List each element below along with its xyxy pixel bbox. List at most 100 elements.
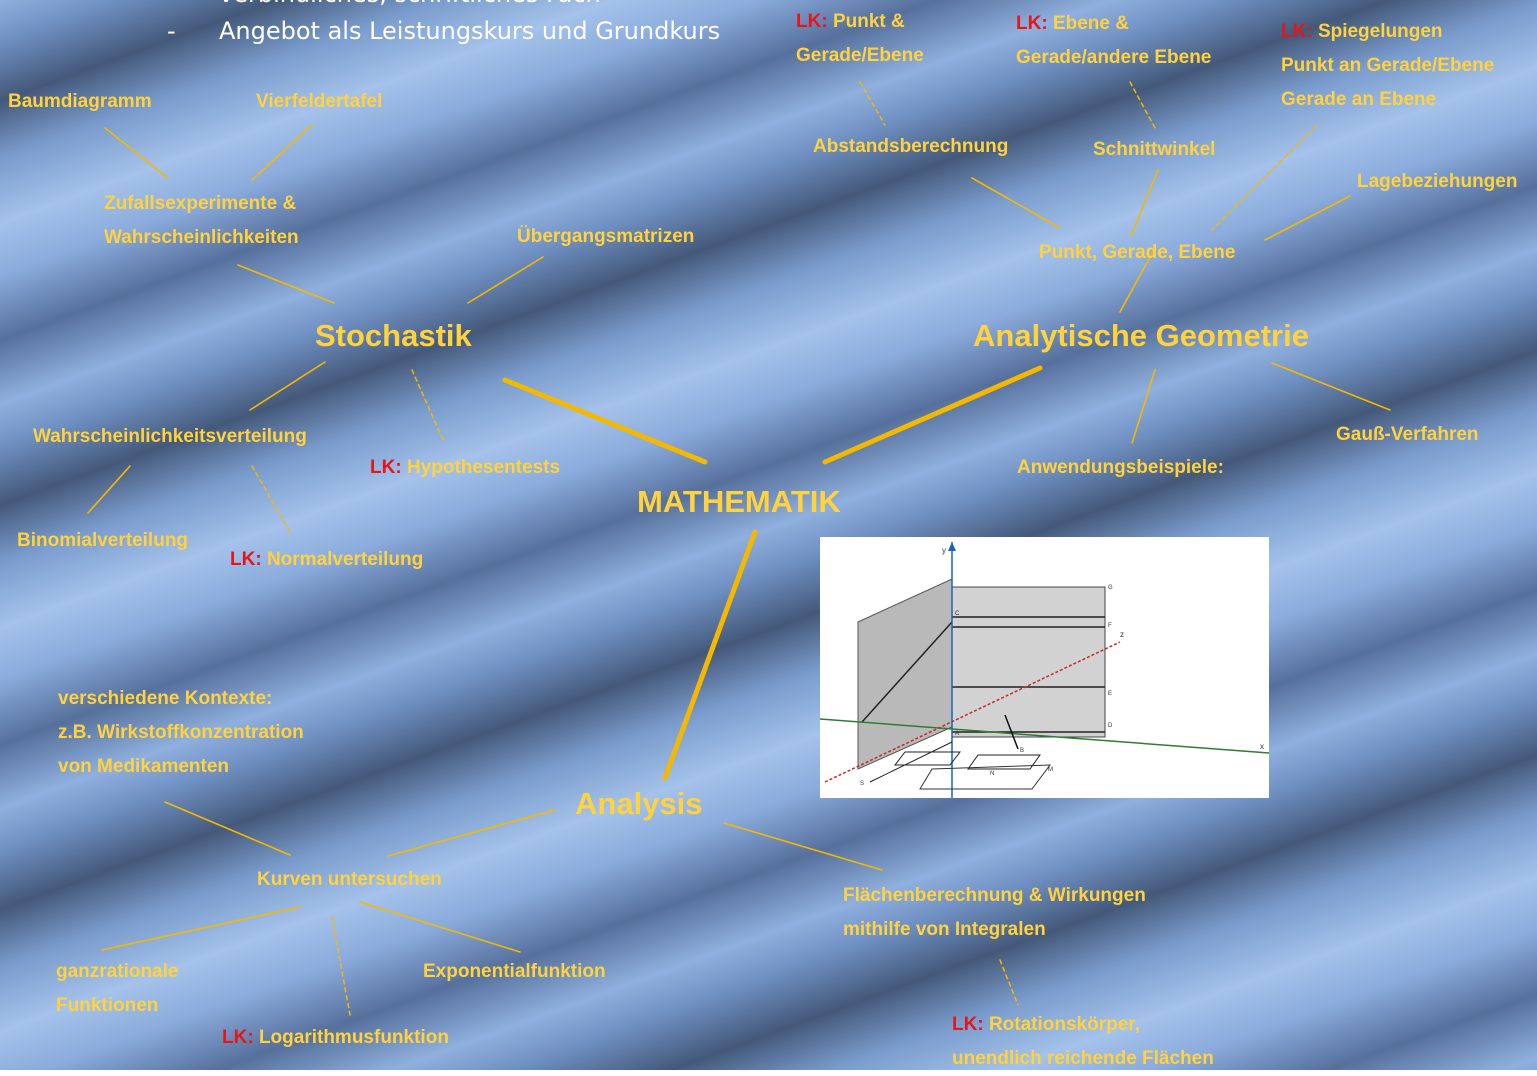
dashed-connector	[251, 465, 291, 533]
point-label: M	[1048, 767, 1053, 773]
anwendungsbeispiele-label: Anwendungsbeispiele:	[1017, 457, 1224, 478]
connector	[251, 124, 313, 181]
connector	[101, 906, 301, 951]
zufallsexperimente-node: Zufallsexperimente & Wahrscheinlichkeiten	[104, 187, 299, 255]
connector	[249, 361, 326, 411]
geometry-figure: y x z G F E D C B A M N S	[819, 537, 1270, 798]
schnittwinkel-node: Schnittwinkel	[1093, 133, 1215, 167]
lk-tag: LK:	[1016, 13, 1048, 34]
vierfeldertafel-node: Vierfeldertafel	[256, 85, 382, 119]
lagebeziehungen-label: Lagebeziehungen	[1357, 171, 1518, 192]
main-branch-stochastik	[502, 377, 708, 465]
bullet-dash: -	[167, 17, 176, 45]
spiegelungen-line-1: Spiegelungen	[1317, 21, 1443, 42]
uebergangsmatrizen-node: Übergangsmatrizen	[517, 220, 694, 254]
zufallsexperimente-line-2: Wahrscheinlichkeiten	[104, 227, 299, 248]
connector	[359, 901, 521, 953]
center-node-label: MATHEMATIK	[637, 484, 841, 519]
point-label: F	[1108, 623, 1112, 629]
hypothesentests-node: LK: Hypothesentests	[370, 451, 560, 485]
z-axis-line	[824, 641, 1121, 783]
dashed-connector	[999, 959, 1019, 1006]
stochastik-label: Stochastik	[315, 318, 472, 353]
connector	[1271, 362, 1391, 411]
lk-tag: LK:	[230, 549, 262, 570]
vierfeldertafel-label: Vierfeldertafel	[256, 91, 383, 112]
dashed-connector	[1129, 81, 1156, 129]
dashed-connector	[331, 916, 351, 1016]
point-label: B	[1020, 748, 1024, 754]
lk-tag: LK:	[1281, 21, 1313, 42]
flaechenberechnung-line-1: Flächenberechnung & Wirkungen	[843, 885, 1146, 906]
connector	[971, 177, 1061, 229]
kurven-untersuchen-node: Kurven untersuchen	[257, 863, 442, 897]
punkt-line-2: Gerade/Ebene	[796, 45, 924, 66]
gauss-verfahren-label: Gauß-Verfahren	[1336, 424, 1479, 445]
punkt-gerade-ebene-lk-node: LK: Punkt & Gerade/Ebene	[796, 5, 924, 73]
binomialverteilung-label: Binomialverteilung	[17, 530, 189, 551]
point-label: S	[860, 781, 864, 787]
kontexte-line-1: verschiedene Kontexte:	[58, 688, 273, 709]
kurven-untersuchen-label: Kurven untersuchen	[257, 869, 442, 890]
rotationskoerper-lk-node: LK: Rotationskörper, unendlich reichende …	[952, 1008, 1214, 1076]
connector	[164, 801, 291, 856]
uebergangsmatrizen-label: Übergangsmatrizen	[517, 226, 695, 247]
bullet-item: verbindliches, schriftliches Fach	[219, 0, 601, 8]
point-label: G	[1108, 585, 1113, 591]
floor-square	[919, 764, 1052, 790]
lk-tag: LK:	[222, 1027, 254, 1048]
z-axis-label: z	[1120, 630, 1124, 639]
flaechenberechnung-line-2: mithilfe von Integralen	[843, 919, 1046, 940]
plane-right	[951, 586, 1106, 738]
point-label: A	[955, 731, 959, 737]
zufallsexperimente-line-1: Zufallsexperimente &	[104, 193, 297, 214]
x-axis-line	[819, 718, 1270, 754]
flaechenberechnung-node: Flächenberechnung & Wirkungen mithilfe vo…	[843, 879, 1146, 947]
ganzrationale-line-2: Funktionen	[56, 995, 159, 1016]
lagebeziehungen-node: Lagebeziehungen	[1357, 165, 1517, 199]
dashed-connector	[411, 369, 444, 441]
baumdiagramm-node: Baumdiagramm	[8, 85, 152, 119]
bullet-item: - Angebot als Leistungskurs und Grundkur…	[167, 17, 721, 45]
point-label: D	[1108, 723, 1113, 729]
exponentialfunktion-label: Exponentialfunktion	[423, 961, 606, 982]
normalverteilung-node: LK: Normalverteilung	[230, 543, 423, 577]
dashed-connector	[1211, 125, 1317, 231]
abstandsberechnung-node: Abstandsberechnung	[813, 130, 1008, 164]
gauss-verfahren-node: Gauß-Verfahren	[1336, 418, 1479, 452]
connector	[723, 822, 883, 871]
spiegelungen-line-3: Gerade an Ebene	[1281, 89, 1437, 110]
floor-square	[967, 754, 1041, 770]
ganzrationale-node: ganzrationale Funktionen	[56, 955, 178, 1023]
ebene-line-1: Ebene &	[1052, 13, 1129, 34]
floor-square	[893, 751, 962, 766]
lk-tag: LK:	[370, 457, 402, 478]
normalverteilung-label: Normalverteilung	[266, 549, 424, 570]
main-branch-analysis	[662, 529, 758, 781]
connector	[104, 127, 169, 179]
ganzrationale-line-1: ganzrationale	[56, 961, 179, 982]
center-node: MATHEMATIK	[637, 482, 841, 522]
rotationskoerper-line-2: unendlich reichende Flächen	[952, 1048, 1214, 1069]
kontexte-line-2: z.B. Wirkstoffkonzentration	[58, 722, 304, 743]
connector	[87, 465, 131, 514]
analysis-label: Analysis	[575, 786, 703, 821]
spiegelungen-lk-node: LK: Spiegelungen Punkt an Gerade/Ebene Ger…	[1281, 15, 1494, 117]
connector	[467, 256, 544, 304]
punkt-gerade-ebene-label: Punkt, Gerade, Ebene	[1039, 242, 1236, 263]
exponentialfunktion-node: Exponentialfunktion	[423, 955, 606, 989]
spiegelungen-line-2: Punkt an Gerade/Ebene	[1281, 55, 1495, 76]
baumdiagramm-label: Baumdiagramm	[8, 91, 152, 112]
abstandsberechnung-label: Abstandsberechnung	[813, 136, 1009, 157]
lk-tag: LK:	[796, 11, 828, 32]
hypothesentests-label: Hypothesentests	[406, 457, 561, 478]
connector	[237, 264, 335, 304]
lk-tag: LK:	[952, 1014, 984, 1035]
bullet-text: Angebot als Leistungskurs und Grundkurs	[219, 17, 721, 45]
ebene-line-2: Gerade/andere Ebene	[1016, 47, 1212, 68]
connector	[1130, 169, 1159, 237]
kontexte-line-3: von Medikamenten	[58, 756, 230, 777]
punkt-line-1: Punkt &	[832, 11, 905, 32]
